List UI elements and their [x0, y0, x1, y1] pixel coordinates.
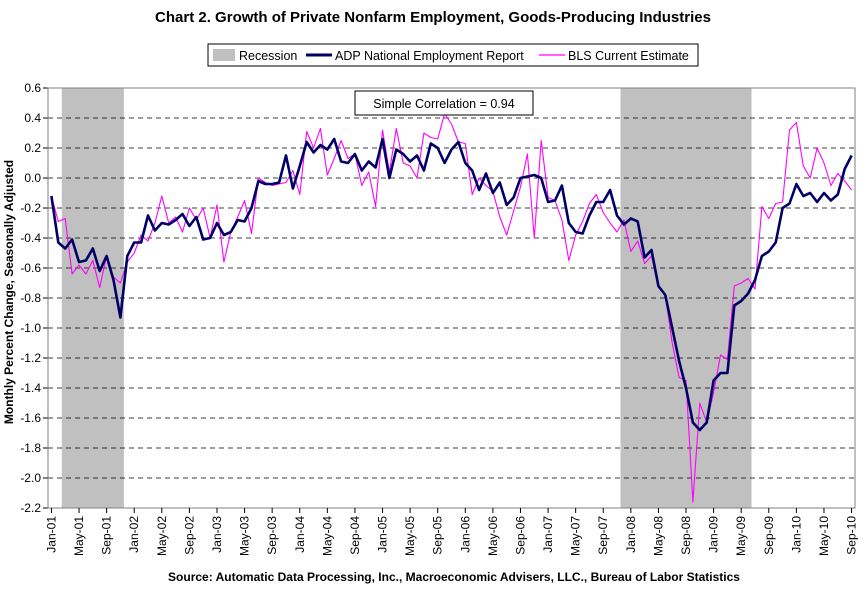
x-tick-label: May-01 — [72, 516, 86, 556]
x-tick-label: Sep-03 — [265, 516, 279, 555]
x-tick-label: Sep-02 — [182, 516, 196, 555]
x-tick-label: May-06 — [486, 516, 500, 556]
x-tick-label: Sep-01 — [100, 516, 114, 555]
x-tick-label: Jan-05 — [376, 516, 390, 553]
y-tick-label: -2.0 — [20, 471, 41, 485]
x-tick-label: Jan-01 — [44, 516, 58, 553]
x-tick-label: May-02 — [155, 516, 169, 556]
x-tick-label: Jan-10 — [789, 516, 803, 553]
legend-box — [207, 43, 699, 67]
x-tick-label: Sep-04 — [348, 516, 362, 555]
x-tick-label: May-05 — [403, 516, 417, 556]
y-tick-label: -1.0 — [20, 321, 41, 335]
legend-label-adp: ADP National Employment Report — [335, 49, 524, 63]
y-tick-label: -1.2 — [20, 351, 41, 365]
correlation-box — [354, 90, 534, 116]
x-tick-label: Sep-05 — [431, 516, 445, 555]
y-tick-label: -1.8 — [20, 441, 41, 455]
x-tick-label: Sep-09 — [762, 516, 776, 555]
x-tick-label: May-09 — [734, 516, 748, 556]
x-tick-label: May-07 — [569, 516, 583, 556]
plot-area: 0.6 0.4 0.2 0.0 -0.2 -0.4 -0.6 -0.8 -1.0 -1.2 -1.4… — [20, 81, 858, 556]
x-tick-label: Jan-02 — [127, 516, 141, 553]
plot-border — [47, 87, 856, 509]
x-tick-label: Jan-06 — [458, 516, 472, 553]
recession-band-1 — [620, 88, 752, 508]
y-tick-label: 0.6 — [24, 81, 41, 95]
y-tick-label: 0.0 — [24, 171, 41, 185]
y-tick-label: -0.8 — [20, 291, 41, 305]
x-tick-label: Sep-08 — [679, 516, 693, 555]
x-tick-label: May-10 — [817, 516, 831, 556]
x-tick-label: May-04 — [320, 516, 334, 556]
x-tick-label: Jan-03 — [210, 516, 224, 553]
y-tick-label: 0.2 — [24, 141, 41, 155]
y-tick-label: -1.4 — [20, 381, 41, 395]
x-tick-label: May-03 — [238, 516, 252, 556]
y-tick-label: -1.6 — [20, 411, 41, 425]
x-tick-label: May-08 — [651, 516, 665, 556]
source-note: Source: Automatic Data Processing, Inc.,… — [168, 570, 740, 584]
x-tick-label: Jan-08 — [624, 516, 638, 553]
correlation-annotation: Simple Correlation = 0.94 — [354, 90, 534, 116]
x-tick-label: Sep-10 — [845, 516, 859, 555]
correlation-text: Simple Correlation = 0.94 — [373, 97, 514, 111]
x-tick-label: Sep-07 — [596, 516, 610, 555]
series-line-adp — [50, 137, 853, 432]
y-tick-label: -0.4 — [20, 231, 41, 245]
x-tick-label: Sep-06 — [513, 516, 527, 555]
y-axis-label: Monthly Percent Change, Seasonally Adjus… — [2, 160, 16, 424]
x-tick-label: Jan-04 — [293, 516, 307, 553]
legend: Recession ADP National Employment Report… — [207, 43, 699, 67]
y-tick-label: -0.2 — [20, 201, 41, 215]
x-tick-label: Jan-07 — [541, 516, 555, 553]
legend-swatch-recession — [213, 49, 235, 61]
y-tick-label: -2.2 — [20, 501, 41, 515]
y-tick-label: -0.6 — [20, 261, 41, 275]
series-line-bls — [50, 112, 853, 503]
legend-label-bls: BLS Current Estimate — [568, 49, 689, 63]
x-tick-label: Jan-09 — [707, 516, 721, 553]
legend-label-recession: Recession — [239, 49, 297, 63]
y-tick-label: 0.4 — [24, 111, 41, 125]
chart-title: Chart 2. Growth of Private Nonfarm Emplo… — [155, 9, 711, 26]
